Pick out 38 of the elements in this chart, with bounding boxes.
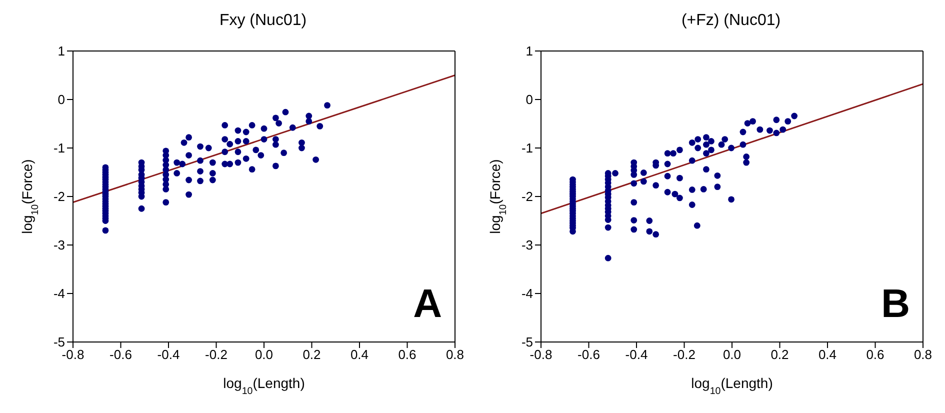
- y-tick-label: -5: [521, 334, 533, 350]
- x-axis-title: log$_{10}$(Length): [691, 375, 773, 396]
- x-tick-label: -0.6: [110, 347, 132, 362]
- y-tick-label: -5: [53, 334, 65, 350]
- x-tick-label: 0.2: [770, 347, 789, 362]
- x-tick-label: 0.6: [398, 347, 416, 362]
- y-tick-label: -4: [53, 286, 65, 302]
- chart-title: (+Fz) (Nuc01): [680, 11, 782, 31]
- x-tick-label: 0.6: [866, 347, 884, 362]
- y-tick-label: -1: [53, 140, 65, 156]
- y-tick-label: -4: [521, 286, 533, 302]
- x-tick-label: -0.4: [625, 347, 648, 362]
- x-tick-label: 0.4: [818, 347, 837, 362]
- x-axis-title: log$_{10}$(Length): [223, 375, 305, 396]
- x-tick-label: 0.0: [722, 347, 742, 362]
- y-tick-label: -3: [521, 238, 533, 253]
- x-tick-label: 0.4: [350, 347, 369, 362]
- x-tick-label: 0.0: [254, 347, 274, 362]
- y-tick-label: 0: [526, 92, 533, 108]
- y-tick-label: -3: [53, 238, 65, 253]
- y-tick-label: -2: [521, 189, 533, 204]
- y-tick-label: -1: [521, 140, 533, 156]
- x-tick-label: -0.2: [673, 347, 696, 362]
- y-tick-label: 1: [58, 44, 65, 59]
- x-tick-label: -0.4: [157, 347, 180, 362]
- annotation: B: [881, 282, 910, 327]
- x-tick-label: -0.2: [205, 347, 228, 362]
- x-tick-label: -0.8: [530, 347, 552, 362]
- chart-title: Fxy (Nuc01): [218, 11, 308, 31]
- x-tick-label: 0.8: [914, 347, 932, 362]
- x-tick-label: -0.6: [578, 347, 600, 362]
- x-tick-label: 0.2: [302, 347, 321, 362]
- x-tick-label: 0.8: [446, 347, 464, 362]
- annotation: A: [413, 282, 442, 327]
- y-tick-label: 1: [526, 44, 533, 59]
- x-tick-label: -0.8: [62, 347, 84, 362]
- y-tick-label: 0: [58, 92, 65, 108]
- y-tick-label: -2: [53, 189, 65, 204]
